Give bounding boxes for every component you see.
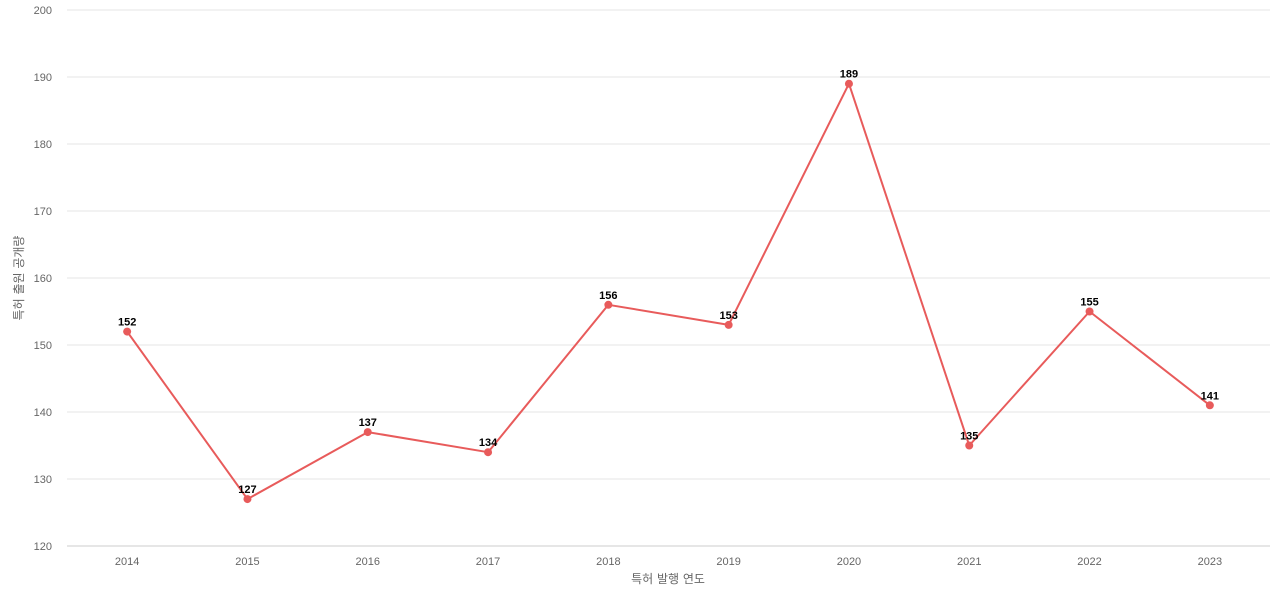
data-label: 153 xyxy=(719,310,737,322)
point-layer xyxy=(123,79,1214,504)
x-tick-label: 2022 xyxy=(1077,556,1101,568)
data-point[interactable] xyxy=(123,327,132,336)
data-label: 156 xyxy=(599,290,617,302)
data-label: 141 xyxy=(1201,390,1219,402)
data-label: 189 xyxy=(840,69,858,81)
y-tick-label: 130 xyxy=(34,474,52,486)
x-tick-label: 2020 xyxy=(837,556,861,568)
x-tick-label: 2015 xyxy=(235,556,259,568)
x-axis-title: 특허 발행 연도 xyxy=(631,571,705,586)
series-line xyxy=(126,82,1211,501)
data-label: 135 xyxy=(960,431,978,443)
x-tick-label: 2017 xyxy=(476,556,500,568)
x-tick-label: 2018 xyxy=(596,556,620,568)
y-tick-label: 150 xyxy=(34,340,52,352)
data-point[interactable] xyxy=(965,441,974,450)
data-point[interactable] xyxy=(724,320,733,329)
y-tick-label: 160 xyxy=(34,273,52,285)
data-label: 137 xyxy=(359,417,377,429)
y-tick-label: 170 xyxy=(34,206,52,218)
data-point[interactable] xyxy=(1205,401,1214,410)
x-tick-label: 2021 xyxy=(957,556,981,568)
y-axis-title: 특허 출원 공개량 xyxy=(12,236,26,321)
data-point[interactable] xyxy=(243,495,252,504)
data-point[interactable] xyxy=(604,300,613,309)
y-axis-ticks: 120 130 140 150 160 170 180 190 200 xyxy=(34,5,52,553)
data-label-layer: 152 127 137 134 156 153 189 135 155 141 xyxy=(118,69,1219,496)
data-point[interactable] xyxy=(484,448,493,457)
data-point[interactable] xyxy=(1085,307,1094,316)
data-label: 152 xyxy=(118,317,136,329)
data-point[interactable] xyxy=(844,79,853,88)
x-tick-label: 2014 xyxy=(115,556,139,568)
x-tick-label: 2019 xyxy=(716,556,740,568)
y-tick-label: 200 xyxy=(34,5,52,17)
x-tick-label: 2016 xyxy=(356,556,380,568)
x-axis-ticks: 2014 2015 2016 2017 2018 2019 2020 2021 2022 2023 xyxy=(115,556,1222,568)
series-layer xyxy=(126,82,1211,501)
y-tick-label: 180 xyxy=(34,139,52,151)
x-tick-label: 2023 xyxy=(1198,556,1222,568)
y-tick-label: 140 xyxy=(34,407,52,419)
data-label: 155 xyxy=(1080,297,1098,309)
y-tick-label: 120 xyxy=(34,541,52,553)
data-point[interactable] xyxy=(363,428,372,437)
grid-layer xyxy=(67,9,1270,547)
y-tick-label: 190 xyxy=(34,72,52,84)
data-label: 134 xyxy=(479,437,498,449)
data-label: 127 xyxy=(238,484,256,496)
